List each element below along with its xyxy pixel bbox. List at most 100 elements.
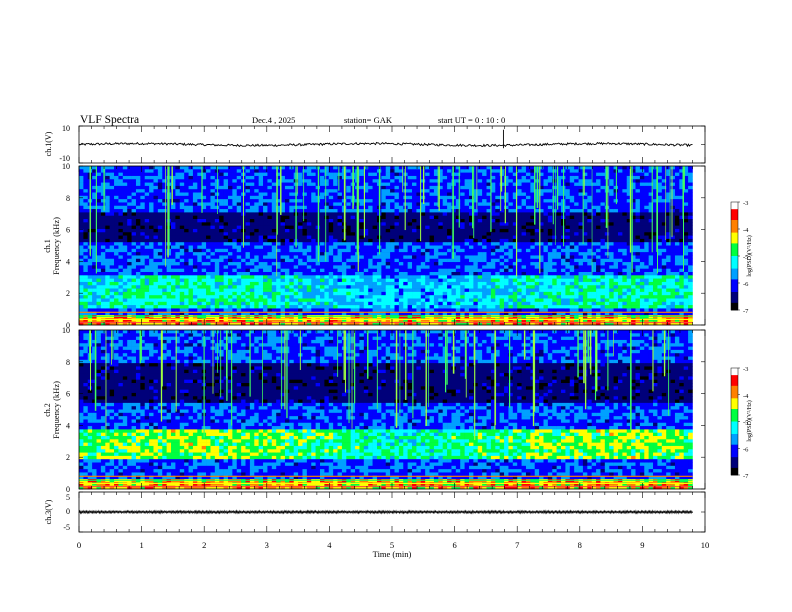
spectrogram-cell <box>433 225 439 230</box>
spectrogram-cell <box>350 301 356 306</box>
spectrogram-cell <box>390 166 395 170</box>
spectrogram-cell <box>219 288 224 293</box>
spectrogram-cell <box>109 182 115 187</box>
spectrogram-cell <box>416 281 422 286</box>
spectrogram-cell <box>245 185 251 190</box>
spectrogram-cell <box>188 219 194 223</box>
spectrogram-cell <box>469 228 474 233</box>
spectrogram-cell <box>79 228 84 233</box>
spectrogram-cell <box>355 318 360 322</box>
spectrogram-cell <box>464 195 470 200</box>
spectrogram-cell <box>140 189 146 193</box>
spectrogram-cell <box>521 245 527 250</box>
spectrogram-cell <box>263 291 268 296</box>
spectrogram-cell <box>298 288 303 293</box>
spectrogram-cell <box>403 265 408 269</box>
spectrogram-cell <box>263 288 268 293</box>
spectrogram-cell <box>368 288 373 293</box>
spectrogram-cell <box>442 195 448 200</box>
spectrogram-cell <box>451 295 457 299</box>
spectrogram-cell <box>219 222 224 226</box>
spectrogram-cell <box>83 222 89 226</box>
spectrogram-cell <box>96 252 102 256</box>
spectrogram-cell <box>153 308 159 313</box>
spectrogram-cell <box>372 291 378 296</box>
spectrogram-cell <box>175 222 181 226</box>
spectrogram-cell <box>267 308 273 313</box>
spectrogram-cell <box>284 295 290 299</box>
spectrogram-cell <box>210 295 216 299</box>
spectrogram-cell <box>258 275 264 279</box>
spectrogram-cell <box>482 318 487 322</box>
spectrogram-cell <box>359 281 365 286</box>
spectrogram-cell <box>346 285 351 289</box>
spectrogram-cell <box>359 255 365 260</box>
spectrogram-cell <box>96 288 102 293</box>
spectrogram-cell <box>420 308 426 313</box>
spectrogram-cell <box>368 268 373 273</box>
spectrogram-cell <box>197 192 202 197</box>
spectrogram-cell <box>298 305 303 309</box>
spectrogram-cell <box>267 318 273 322</box>
spectrogram-cell <box>135 245 141 250</box>
spectrogram-cell <box>412 212 417 216</box>
spectrogram-cell <box>210 228 216 233</box>
spectrogram-cell <box>92 182 97 187</box>
spectrogram-cell <box>525 278 531 283</box>
spectrogram-cell <box>350 288 356 293</box>
spectrogram-cell <box>179 235 185 240</box>
spectrogram-cell <box>144 225 150 230</box>
spectrogram-cell <box>495 248 500 253</box>
spectrogram-cell <box>144 305 150 309</box>
spectrogram-cell <box>188 278 194 283</box>
spectrogram-cell <box>368 321 373 326</box>
spectrogram-cell <box>223 295 229 299</box>
spectrogram-cell <box>508 189 514 193</box>
spectrogram-cell <box>188 235 194 240</box>
spectrogram-cell <box>306 222 312 226</box>
spectrogram-cell <box>289 225 295 230</box>
spectrogram-cell <box>175 205 181 210</box>
spectrogram-cell <box>83 258 89 263</box>
spectrogram-cell <box>92 265 97 269</box>
spectrogram-cell <box>254 219 259 223</box>
spectrogram-cell <box>420 291 426 296</box>
spectrogram-cell <box>490 311 496 316</box>
spectrogram-cell <box>315 281 321 286</box>
spectrogram-cell <box>486 242 492 246</box>
spectrogram-cell <box>306 199 312 203</box>
spectrogram-cell <box>455 321 461 326</box>
spectrogram-cell <box>363 258 369 263</box>
spectrogram-cell <box>499 242 505 246</box>
spectrogram-cell <box>192 288 198 293</box>
spectrogram-cell <box>495 235 500 240</box>
spectrogram-cell <box>289 308 295 313</box>
spectrogram-cell <box>87 278 93 283</box>
spectrogram-cell <box>105 182 110 187</box>
spectrogram-cell <box>311 288 316 293</box>
spectrogram-cell <box>271 222 277 226</box>
spectrogram-cell <box>135 166 141 170</box>
spectrogram-cell <box>495 219 500 223</box>
spectrogram-cell <box>83 301 89 306</box>
spectrogram-cell <box>192 272 198 276</box>
spectrogram-cell <box>412 215 417 220</box>
spectrogram-cell <box>227 268 233 273</box>
spectrogram-cell <box>162 298 167 303</box>
spectrogram-cell <box>425 281 430 286</box>
spectrogram-cell <box>521 182 527 187</box>
spectrogram-cell <box>140 275 146 279</box>
spectrogram-cell <box>157 258 163 263</box>
spectrogram-cell <box>403 285 408 289</box>
spectrogram-cell <box>166 268 172 273</box>
spectrogram-cell <box>249 321 255 326</box>
spectrogram-cell <box>92 205 97 210</box>
spectrogram-cell <box>346 215 351 220</box>
spectrogram-cell <box>460 228 465 233</box>
spectrogram-cell <box>92 172 97 177</box>
spectrogram-cell <box>433 311 439 316</box>
spectrogram-cell <box>96 242 102 246</box>
spectrogram-cell <box>254 212 259 216</box>
spectrogram-cell <box>398 166 404 170</box>
spectrogram-cell <box>280 258 286 263</box>
